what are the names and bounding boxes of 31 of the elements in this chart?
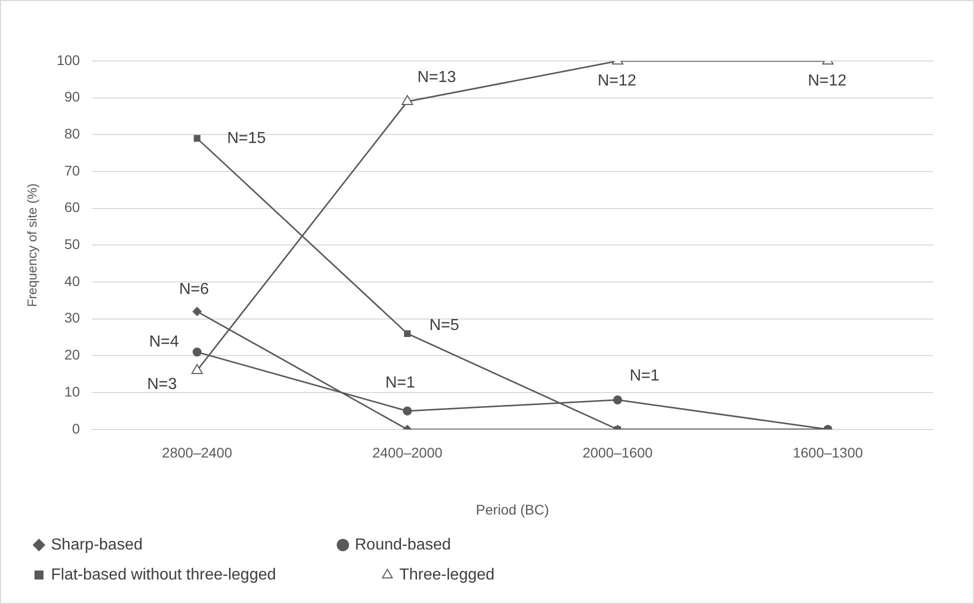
- y-tick-label: 0: [72, 420, 80, 436]
- y-tick-label: 100: [56, 52, 80, 68]
- legend-label: Three-legged: [399, 566, 672, 584]
- y-tick-label: 10: [64, 383, 80, 400]
- y-tick-label: 30: [64, 310, 80, 326]
- annotation: N=1: [630, 367, 660, 384]
- x-axis-title: Period (BC): [476, 501, 550, 518]
- y-tick-label: 50: [64, 236, 80, 252]
- x-tick-label: 2400–2000: [372, 444, 443, 461]
- y-tick-label: 80: [64, 126, 80, 142]
- legend-label: Flat-based without three-legged: [51, 566, 370, 584]
- y-tick-label: 20: [64, 346, 80, 363]
- annotation: N=15: [227, 130, 266, 147]
- legend-label: Sharp-based: [51, 536, 325, 554]
- annotation: N=3: [147, 376, 177, 393]
- legend-label: Round-based: [354, 536, 634, 554]
- x-tick-label: 1600–1300: [792, 444, 864, 461]
- annotation: N=13: [417, 68, 456, 86]
- annotation: N=12: [808, 72, 847, 90]
- y-tick-label: 90: [64, 88, 80, 105]
- annotation: N=12: [598, 72, 636, 90]
- x-tick-label: 2000–1600: [582, 444, 653, 461]
- y-tick-label: 40: [64, 272, 80, 289]
- annotation: N=4: [149, 333, 179, 350]
- annotation: N=1: [385, 374, 416, 392]
- annotation: N=6: [179, 280, 209, 298]
- x-tick-label: 2800–2400: [162, 444, 232, 461]
- y-tick-label: 60: [64, 199, 80, 216]
- y-tick-label: 70: [64, 162, 80, 178]
- annotation: N=5: [429, 317, 460, 334]
- y-axis-title: Frequency of site (%): [24, 183, 40, 307]
